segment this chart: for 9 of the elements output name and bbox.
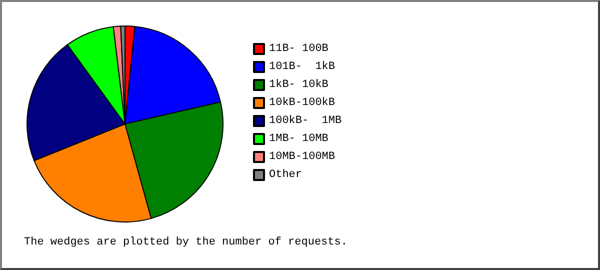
legend-label: 1MB- 10MB [269,133,329,145]
legend-label: 100kB- 1MB [269,115,342,127]
legend-label: Other [269,169,302,181]
legend-label: 10MB-100MB [269,151,336,163]
legend-label: 10kB-100kB [269,97,336,109]
legend-label: 1kB- 10kB [269,79,329,91]
legend-label: 11B- 100B [269,43,329,55]
legend-label: 101B- 1kB [269,61,336,73]
text: The wedges are plotted by the number of requests. [24,236,348,248]
